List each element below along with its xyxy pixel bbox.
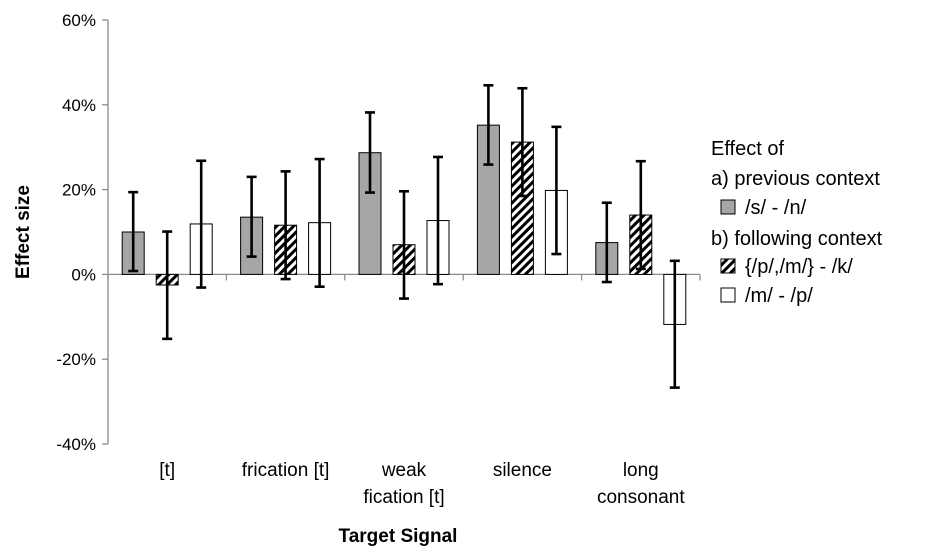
x-category-label: long (623, 460, 659, 481)
legend-group-a: a) previous context (711, 168, 880, 190)
legend-swatch (720, 199, 736, 215)
y-tick-label: 20% (62, 181, 96, 200)
y-tick-label: -20% (56, 350, 96, 369)
legend-group-b: b) following context (711, 228, 883, 250)
x-category-label: fication [t] (363, 487, 444, 508)
legend-entry-label: /s/ - /n/ (745, 197, 807, 219)
legend-title: Effect of (711, 138, 784, 160)
legend-swatch (720, 287, 736, 303)
x-category-label: [t] (159, 460, 175, 481)
plot-area: -40% -20% 0% 20% 40% 60% [t] frication [t] weak f… (13, 11, 701, 547)
x-category-label: weak (381, 460, 427, 481)
legend: Effect of a) previous context b) following… (711, 138, 883, 307)
y-axis-title: Effect size (13, 185, 34, 279)
legend-entry-label: /m/ - /p/ (745, 285, 813, 307)
x-axis-title: Target Signal (339, 526, 458, 547)
y-tick-label: 60% (62, 11, 96, 30)
y-tick-label: 0% (71, 265, 96, 284)
legend-entry-label: {/p/,/m/} - /k/ (745, 256, 853, 278)
y-tick-label: 40% (62, 96, 96, 115)
legend-swatch (720, 258, 736, 274)
y-tick-label: -40% (56, 435, 96, 454)
x-category-label: silence (493, 460, 552, 481)
x-category-label: consonant (597, 487, 685, 508)
x-category-label: frication [t] (242, 460, 330, 481)
